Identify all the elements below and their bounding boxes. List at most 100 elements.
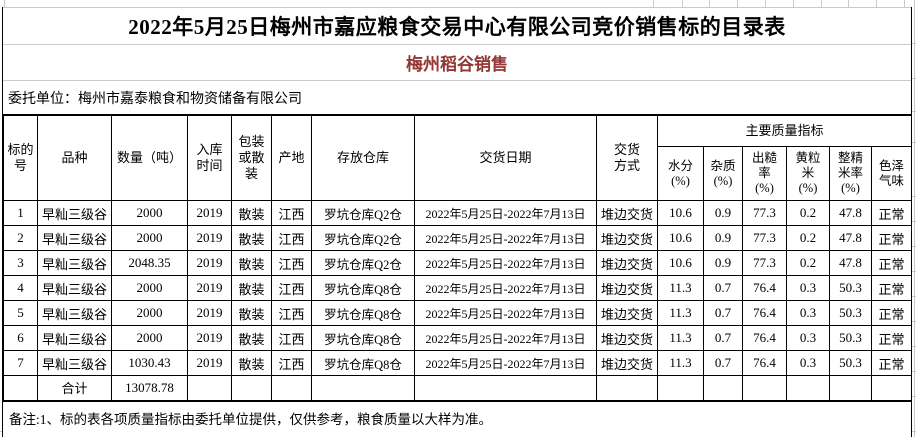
cell: 2022年5月25日-2022年7月13日 <box>414 300 597 326</box>
gridline <box>765 0 766 7</box>
header-brown-rice-rate: 出糙 率 (%) <box>742 146 787 201</box>
cell: 堆边交货 <box>596 225 658 251</box>
gridline <box>682 0 683 7</box>
cell: 江西 <box>271 200 312 226</box>
gridline <box>912 196 916 197</box>
cell: 50.3 <box>829 300 872 326</box>
cell: 罗坑仓库Q2仓 <box>311 200 415 226</box>
cell: 合计 <box>37 375 112 401</box>
cell <box>703 375 743 401</box>
cell: 堆边交货 <box>596 250 658 276</box>
cell: 罗坑仓库Q2仓 <box>311 250 415 276</box>
cell: 2048.35 <box>111 250 188 276</box>
cell: 散装 <box>231 275 272 301</box>
gridline <box>914 0 915 437</box>
table-row: 1 早籼三级谷 2000 2019 散装 江西 罗坑仓库Q2仓 2022年5月25日-2022… <box>3 200 913 226</box>
cell: 江西 <box>271 250 312 276</box>
cell: 2022年5月25日-2022年7月13日 <box>414 275 597 301</box>
cell: 散装 <box>231 300 272 326</box>
gridline <box>904 0 905 7</box>
gridline <box>821 0 822 7</box>
cell: 堆边交货 <box>596 200 658 226</box>
cell: 散装 <box>231 325 272 351</box>
cell: 10.6 <box>657 200 704 226</box>
cell: 堆边交货 <box>596 350 658 376</box>
cell: 2019 <box>187 350 232 376</box>
cell: 0.7 <box>703 300 743 326</box>
gridline <box>912 142 916 143</box>
cell: 0.2 <box>786 225 830 251</box>
table-body: 1 早籼三级谷 2000 2019 散装 江西 罗坑仓库Q2仓 2022年5月25日-2022… <box>3 200 913 401</box>
cell: 0.7 <box>703 275 743 301</box>
cell: 77.3 <box>742 225 787 251</box>
cell: 正常 <box>870 200 913 226</box>
header-row-top: 标的 号 品种 数量（吨） 入库 时间 包装 或散 装 产地 存放仓库 交货日期… <box>3 114 913 201</box>
cell: 11.3 <box>657 325 704 351</box>
cell <box>187 375 232 401</box>
cell: 0.3 <box>786 275 830 301</box>
auction-catalog-document: 2022年5月25日梅州市嘉应粮食交易中心有限公司竞价销售标的目录表 梅州稻谷销… <box>2 7 913 437</box>
gridline <box>793 0 794 7</box>
header-quantity: 数量（吨） <box>111 114 188 201</box>
cell: 早籼三级谷 <box>37 225 112 251</box>
cell <box>3 375 38 401</box>
table-row: 3 早籼三级谷 2048.35 2019 散装 江西 罗坑仓库Q2仓 2022年5月25日-2… <box>3 250 913 276</box>
entrust-unit-line: 委托单位：梅州市嘉泰粮食和物资储备有限公司 <box>3 80 911 114</box>
cell: 0.3 <box>786 300 830 326</box>
cell: 13078.78 <box>111 375 188 401</box>
cell: 77.3 <box>742 200 787 226</box>
cell: 50.3 <box>829 325 872 351</box>
cell: 2019 <box>187 250 232 276</box>
gridline <box>848 0 849 7</box>
cell <box>829 375 872 401</box>
header-delivery-date: 交货日期 <box>414 114 597 201</box>
cell: 2022年5月25日-2022年7月13日 <box>414 325 597 351</box>
header-yellow-grain: 黄粒 米 (%) <box>786 146 830 201</box>
cell: 罗坑仓库Q8仓 <box>311 300 415 326</box>
gridline <box>912 321 916 322</box>
table-row: 7 早籼三级谷 1030.43 2019 散装 江西 罗坑仓库Q8仓 2022年5月25日-2… <box>3 350 913 376</box>
cell: 47.8 <box>829 250 872 276</box>
cell <box>596 375 658 401</box>
table-row: 5 早籼三级谷 2000 2019 散装 江西 罗坑仓库Q8仓 2022年5月25日-2022… <box>3 300 913 326</box>
cell: 47.8 <box>829 225 872 251</box>
cell: 堆边交货 <box>596 325 658 351</box>
cell: 2019 <box>187 225 232 251</box>
cell: 2019 <box>187 200 232 226</box>
cell: 2019 <box>187 325 232 351</box>
cell: 10.6 <box>657 250 704 276</box>
cell: 早籼三级谷 <box>37 300 112 326</box>
cell: 76.4 <box>742 325 787 351</box>
cell: 0.7 <box>703 325 743 351</box>
total-row: 合计 13078.78 <box>3 375 913 401</box>
cell: 4 <box>3 275 38 301</box>
cell: 2019 <box>187 275 232 301</box>
cell: 江西 <box>271 300 312 326</box>
cell: 早籼三级谷 <box>37 275 112 301</box>
cell: 散装 <box>231 200 272 226</box>
cell: 江西 <box>271 275 312 301</box>
cell: 11.3 <box>657 300 704 326</box>
header-row-sub: 水分 (%) 杂质 (%) 出糙 率 (%) 黄粒 米 (%) 整精 米率 (%… <box>4 146 913 201</box>
table-row: 4 早籼三级谷 2000 2019 散装 江西 罗坑仓库Q8仓 2022年5月25日-2022… <box>3 275 913 301</box>
cell: 正常 <box>870 325 913 351</box>
cell: 3 <box>3 250 38 276</box>
cell: 0.2 <box>786 250 830 276</box>
cell: 正常 <box>870 350 913 376</box>
footnote: 备注:1、标的表各项质量指标由委托单位提供，仅供参考，粮食质量以大样为准。 <box>9 411 492 427</box>
cell: 1 <box>3 200 38 226</box>
header-packing: 包装 或散 装 <box>231 114 272 201</box>
cell: 0.9 <box>703 200 743 226</box>
cell: 2000 <box>111 200 188 226</box>
header-warehouse: 存放仓库 <box>311 114 415 201</box>
cell: 11.3 <box>657 350 704 376</box>
cell: 0.3 <box>786 350 830 376</box>
cell: 早籼三级谷 <box>37 250 112 276</box>
cell: 47.8 <box>829 200 872 226</box>
cell <box>414 375 597 401</box>
cell: 正常 <box>870 225 913 251</box>
header-origin: 产地 <box>271 114 312 201</box>
cell: 0.7 <box>703 350 743 376</box>
cell: 0.2 <box>786 200 830 226</box>
table-row: 2 早籼三级谷 2000 2019 散装 江西 罗坑仓库Q2仓 2022年5月25日-2022… <box>3 225 913 251</box>
